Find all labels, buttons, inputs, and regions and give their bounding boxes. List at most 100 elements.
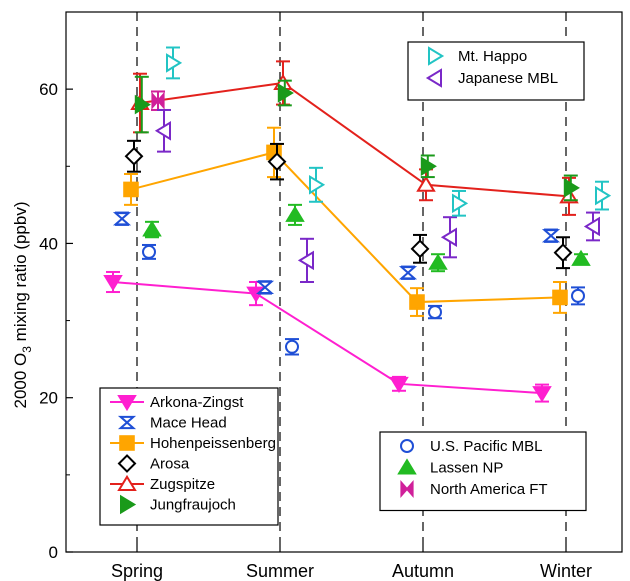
legend-marker-north-america-ft (400, 479, 414, 499)
series-line-hohenpeissenberg (130, 151, 561, 304)
marker-arosa (124, 146, 144, 166)
data-point-north-america-ft (151, 90, 165, 111)
marker-arosa (267, 152, 287, 172)
legend-bottom-left: Arkona-Zingst Mace Head Hohenpeissenberg Ar… (99, 387, 279, 526)
marker-mt-happo (452, 193, 469, 214)
data-point-arosa (124, 139, 144, 173)
legend-marker-hohenpeissenberg (119, 435, 135, 451)
ylabel-subscript: 3 (20, 346, 34, 353)
legend-box (407, 41, 585, 101)
data-point-mace-head (398, 265, 418, 280)
marker-mt-happo (309, 175, 326, 195)
x-tick-label: Autumn (392, 561, 454, 581)
data-point-lassen-np (142, 220, 162, 239)
legend-marker-arosa (117, 454, 137, 473)
legend-entry-arosa: Arosa (117, 454, 190, 473)
legend-label: Mace Head (150, 415, 227, 432)
legend-top-right: Mt. Happo Japanese MBL (407, 41, 585, 101)
data-point-mace-head (541, 228, 561, 243)
ylabel-text: mixing ratio (ppbv) (11, 201, 30, 346)
data-point-mace-head (112, 211, 132, 226)
legend-bottom-right: U.S. Pacific MBL Lassen NP North America F… (379, 431, 587, 512)
marker-mace-head (398, 266, 418, 280)
data-point-hohenpeissenberg (266, 126, 282, 179)
data-point-u-s-pacific-mbl (142, 243, 156, 260)
data-point-mt-happo (595, 180, 612, 211)
marker-north-america-ft (151, 91, 165, 110)
data-point-arkona-zingst (103, 270, 123, 294)
data-point-jungfraujoch (277, 79, 294, 107)
legend-label: Hohenpeissenberg (150, 435, 276, 452)
legend-label: Arosa (150, 456, 190, 473)
marker-japanese-mbl (583, 216, 600, 237)
data-point-hohenpeissenberg (552, 281, 568, 314)
legend-label: Arkona-Zingst (150, 394, 244, 411)
legend-label: Jungfraujoch (150, 497, 236, 514)
marker-japanese-mbl (297, 250, 314, 271)
y-tick-label: 20 (39, 389, 58, 408)
marker-japanese-mbl (154, 121, 171, 141)
legend-entry-hohenpeissenberg: Hohenpeissenberg (110, 435, 276, 452)
marker-zugspitze (416, 175, 436, 192)
legend-marker-arkona-zingst (117, 395, 137, 412)
data-point-lassen-np (428, 253, 448, 273)
series-line-arkona-zingst (112, 281, 543, 395)
legend-marker-japanese-mbl (425, 68, 442, 88)
data-point-mt-happo (452, 189, 469, 217)
legend-label: U.S. Pacific MBL (430, 438, 543, 455)
legend-entry-mt-happo: Mt. Happo (428, 46, 527, 66)
legend-entry-mace-head: Mace Head (117, 415, 227, 432)
marker-hohenpeissenberg (123, 181, 139, 198)
marker-jungfraujoch (420, 156, 437, 177)
series-line-zugspitze (139, 81, 570, 198)
marker-lassen-np (285, 205, 305, 222)
legend-marker-jungfraujoch (120, 494, 137, 515)
data-point-hohenpeissenberg (123, 173, 139, 206)
data-point-arosa (410, 233, 430, 264)
data-point-mt-happo (166, 46, 183, 80)
data-point-japanese-mbl (583, 211, 600, 242)
legend-marker-mt-happo (428, 46, 445, 66)
x-tick-label: Spring (111, 561, 163, 581)
data-point-jungfraujoch (563, 174, 580, 202)
data-point-u-s-pacific-mbl (571, 286, 585, 306)
marker-lassen-np (428, 253, 448, 270)
marker-arosa (410, 239, 430, 259)
legend-marker-mace-head (117, 415, 137, 430)
marker-u-s-pacific-mbl (428, 305, 442, 320)
marker-mace-head (255, 280, 275, 294)
data-point-jungfraujoch (420, 154, 437, 179)
y-tick-label: 40 (39, 234, 58, 253)
marker-arkona-zingst (103, 275, 123, 292)
legend-entry-japanese-mbl: Japanese MBL (425, 68, 558, 88)
legend-entry-lassen-np: Lassen NP (397, 458, 503, 477)
data-point-lassen-np (571, 249, 591, 266)
legend-label: Lassen NP (430, 460, 503, 477)
marker-lassen-np (142, 220, 162, 237)
y-tick-label: 60 (39, 80, 58, 99)
series-lines (112, 81, 570, 395)
legend-entry-u-s-pacific-mbl: U.S. Pacific MBL (400, 438, 543, 455)
data-point-japanese-mbl (297, 237, 314, 283)
legend-label: North America FT (430, 481, 548, 498)
data-point-arkona-zingst (389, 375, 409, 393)
marker-u-s-pacific-mbl (142, 244, 156, 259)
marker-arosa (553, 243, 573, 263)
axes-layer: 0 20 40 60 Spring Summer Autumn Winter (39, 11, 623, 581)
marker-mt-happo (595, 185, 612, 206)
legend-marker-lassen-np (397, 458, 417, 475)
legend-entry-zugspitze: Zugspitze (110, 474, 215, 493)
data-point-lassen-np (285, 203, 305, 226)
marker-arkona-zingst (532, 386, 552, 403)
marker-mace-head (112, 212, 132, 226)
marker-jungfraujoch (277, 83, 294, 103)
data-marks (103, 46, 612, 403)
data-point-japanese-mbl (440, 216, 457, 259)
marker-japanese-mbl (440, 227, 457, 248)
y-axis-label: 2000 O3 mixing ratio (ppbv) (11, 201, 34, 408)
data-point-u-s-pacific-mbl (285, 338, 299, 356)
legend-marker-zugspitze (117, 474, 137, 491)
data-point-jungfraujoch (134, 75, 151, 134)
marker-u-s-pacific-mbl (571, 288, 585, 303)
